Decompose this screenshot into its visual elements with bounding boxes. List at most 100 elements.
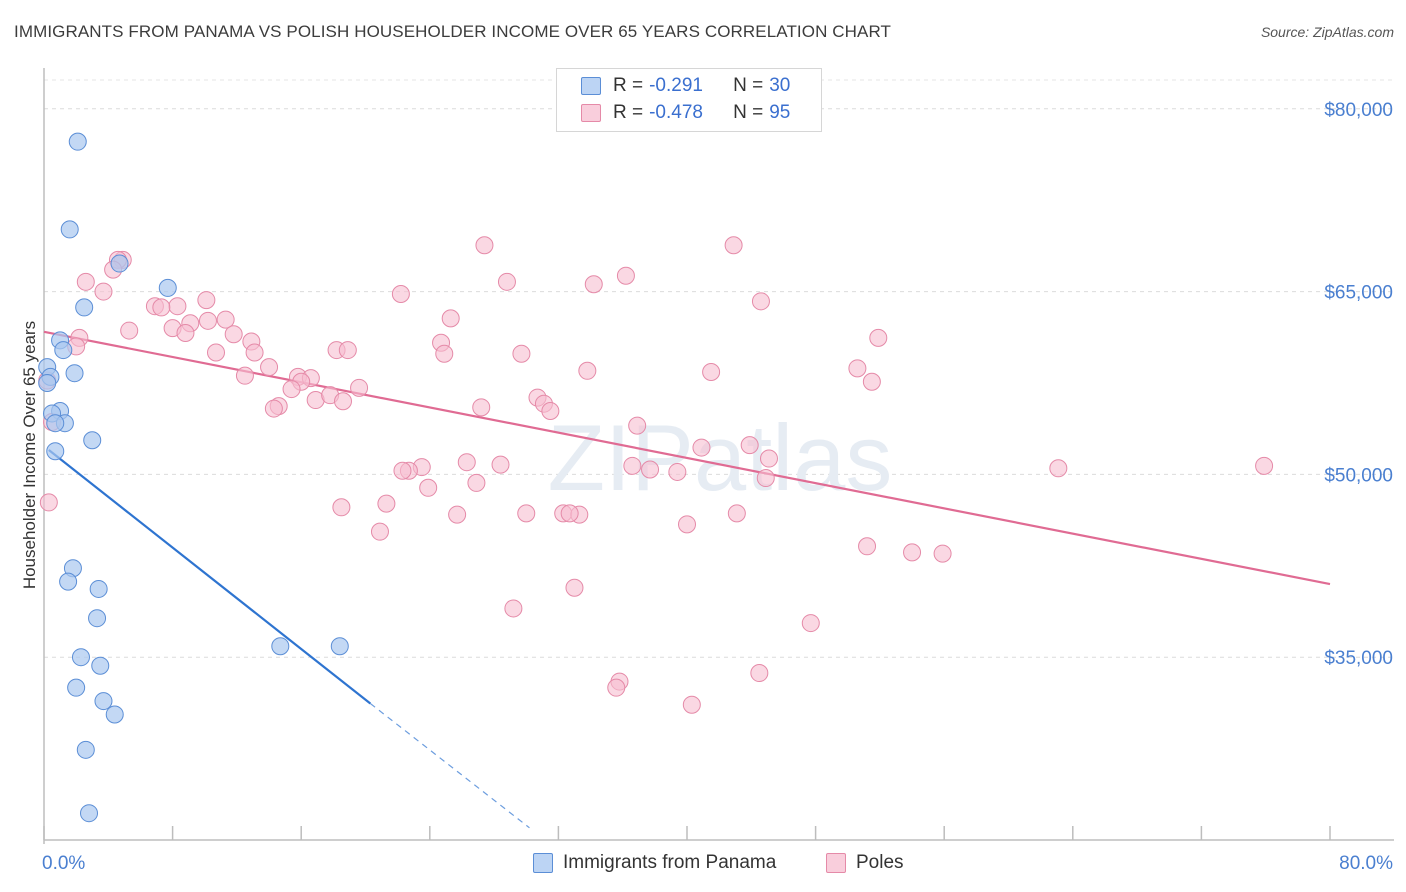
panama-point (38, 373, 57, 392)
legend-row-panama: R = -0.291 N = 30 (581, 73, 790, 99)
panama-point (76, 740, 95, 759)
poles-point (517, 504, 536, 523)
poles-point (475, 236, 494, 255)
poles-point (727, 504, 746, 523)
poles-point (497, 272, 516, 291)
panama-point (46, 442, 65, 461)
y-tick-label: $80,000 (1324, 100, 1393, 121)
panama-point (91, 656, 110, 675)
poles-point (682, 695, 701, 714)
poles-point (750, 664, 769, 683)
series-legend-panama[interactable]: Immigrants from Panama (533, 852, 776, 874)
poles-point (207, 343, 226, 362)
poles-point (756, 469, 775, 488)
panama-point (60, 220, 79, 239)
poles-point (1049, 459, 1068, 478)
poles-point (668, 462, 687, 481)
poles-point (332, 498, 351, 517)
poles-point (176, 324, 195, 342)
poles-point (541, 402, 560, 420)
panama-point (54, 341, 73, 360)
poles-point (692, 438, 711, 457)
poles-point (678, 515, 696, 534)
panama-point (65, 364, 84, 383)
panama-point (80, 804, 99, 823)
poles-point (260, 358, 279, 377)
poles-point (393, 461, 412, 480)
legend-swatch-panama (581, 77, 601, 95)
poles-point (441, 309, 460, 328)
poles-point (740, 436, 759, 455)
poles-point (467, 473, 486, 492)
poles-point (607, 678, 626, 697)
x-tick-label: 80.0% (1339, 853, 1393, 874)
legend-r-label: R = (613, 75, 644, 96)
poles-point (759, 449, 778, 468)
poles-point (848, 359, 867, 378)
panama-trend-line (48, 449, 372, 705)
poles-point (370, 522, 389, 541)
poles-point (578, 361, 597, 380)
legend-r-label: R = (613, 102, 644, 123)
panama-point (59, 572, 78, 591)
y-tick-label: $35,000 (1324, 648, 1393, 669)
poles-point (724, 236, 743, 255)
tick-labels: $35,000 $50,000 $65,000 $80,000 0.0% 80.0% (42, 100, 1393, 874)
poles-point (76, 272, 95, 291)
poles-point (491, 455, 510, 474)
panama-point (105, 705, 124, 724)
poles-point (702, 363, 721, 381)
data-points (38, 132, 1274, 823)
panama-point (67, 678, 86, 697)
correlation-legend: R = -0.291 N = 30 R = -0.478 N = 95 (556, 68, 822, 132)
poles-point (120, 321, 139, 340)
poles-point (235, 366, 254, 385)
y-axis-label: Householder Income Over 65 years (20, 320, 39, 590)
series-legend-poles[interactable]: Poles (826, 852, 904, 874)
poles-point (197, 291, 216, 310)
poles-point (152, 298, 171, 317)
poles-point (435, 344, 454, 363)
panama-trend-extension (369, 703, 530, 829)
panama-point (271, 637, 290, 656)
poles-point (584, 275, 603, 294)
y-tick-label: $50,000 (1324, 465, 1393, 486)
poles-point (1255, 456, 1274, 475)
panama-point (88, 609, 107, 628)
chart-title: IMMIGRANTS FROM PANAMA VS POLISH HOUSEHO… (14, 22, 892, 41)
panama-point (89, 579, 108, 598)
panama-point (158, 278, 177, 297)
legend-swatch-poles (581, 104, 601, 122)
x-tick-label: 0.0% (42, 853, 85, 874)
panama-point (71, 648, 90, 667)
legend-n-label: N = (733, 102, 764, 123)
poles-point (94, 282, 113, 301)
panama-point (94, 692, 113, 711)
panama-point (330, 637, 349, 656)
series-legend: Immigrants from Panama Poles (0, 852, 1406, 878)
trend-lines (43, 330, 1331, 829)
poles-point (560, 504, 579, 523)
poles-point (282, 380, 301, 399)
poles-point (903, 543, 922, 562)
source-note: Source: ZipAtlas.com (1260, 24, 1394, 40)
poles-point (333, 392, 352, 411)
series-swatch-poles (826, 853, 846, 873)
legend-r-value: -0.291 (649, 75, 703, 96)
poles-point (869, 328, 888, 347)
poles-point (616, 266, 635, 285)
poles-point (168, 297, 187, 316)
series-swatch-panama (533, 853, 553, 873)
poles-point (457, 453, 476, 472)
poles-point (264, 399, 283, 418)
panama-point (83, 431, 102, 450)
panama-point (110, 254, 129, 273)
poles-point (751, 292, 770, 311)
poles-point (933, 544, 952, 563)
legend-n-value: 30 (769, 75, 791, 96)
poles-point (224, 325, 243, 344)
panama-point (75, 298, 94, 317)
legend-n-label: N = (733, 75, 764, 96)
poles-point (504, 599, 523, 618)
poles-point (350, 378, 369, 397)
